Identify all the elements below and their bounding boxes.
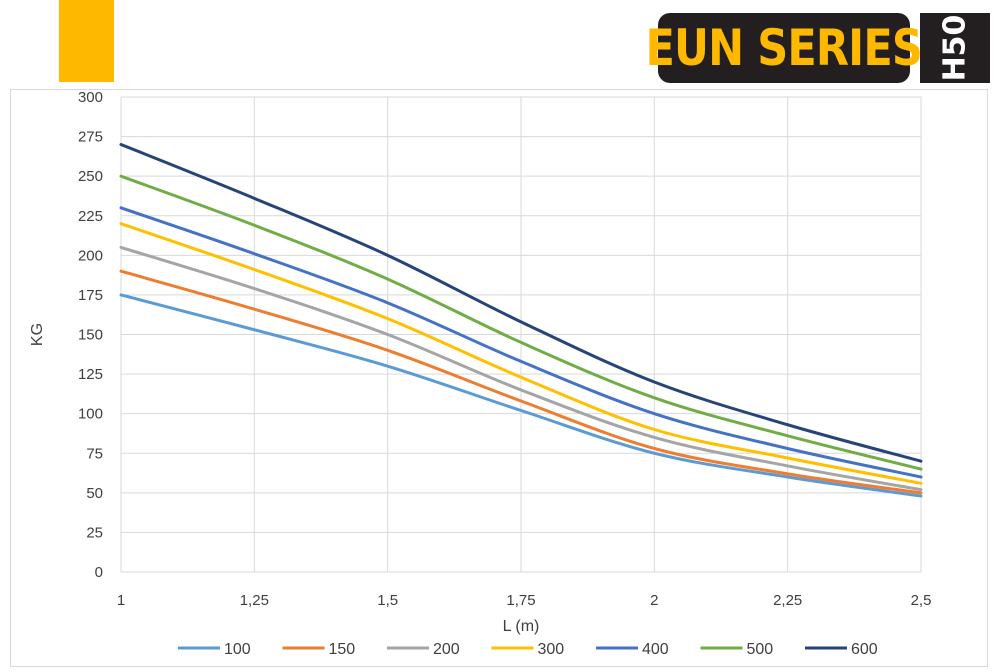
brand-label: EUN SERIES (645, 19, 923, 77)
y-tick-label: 0 (95, 564, 103, 581)
series-line-500 (119, 174, 923, 471)
series-line-400 (119, 206, 923, 479)
series-line-200 (119, 245, 923, 492)
y-tick-label: 175 (78, 287, 103, 304)
y-tick-label: 25 (86, 524, 103, 541)
y-tick-label: 225 (78, 208, 103, 225)
series-line-150 (119, 269, 923, 495)
y-tick-label: 125 (78, 366, 103, 383)
y-tick-label: 250 (78, 168, 103, 185)
y-tick-label: 50 (86, 485, 103, 502)
x-tick-label: 2 (650, 592, 658, 609)
accent-block (59, 0, 114, 82)
y-tick-label: 100 (78, 406, 103, 423)
chart-frame (10, 89, 988, 667)
legend-label: 400 (642, 641, 669, 658)
legend-label: 600 (851, 641, 878, 658)
y-tick-label: 75 (86, 445, 103, 462)
y-tick-label: 300 (78, 89, 103, 106)
y-axis-title: KG (29, 323, 46, 346)
legend-label: 100 (224, 641, 251, 658)
series-line-600 (119, 143, 923, 463)
x-tick-label: 2,25 (773, 592, 802, 609)
y-tick-label: 200 (78, 247, 103, 264)
x-axis-title: L (m) (503, 618, 540, 635)
x-tick-label: 1,75 (506, 592, 535, 609)
x-tick-label: 1 (117, 592, 125, 609)
legend-label: 300 (538, 641, 565, 658)
legend-label: 150 (329, 641, 356, 658)
series-line-100 (119, 293, 923, 498)
y-tick-label: 150 (78, 327, 103, 344)
legend-label: 500 (747, 641, 774, 658)
model-badge: H50 (920, 13, 990, 83)
x-tick-label: 1,25 (240, 592, 269, 609)
legend-label: 200 (433, 641, 460, 658)
series-line-300 (119, 222, 923, 485)
y-tick-label: 275 (78, 129, 103, 146)
x-tick-label: 2,5 (911, 592, 932, 609)
x-tick-label: 1,5 (377, 592, 398, 609)
brand-badge: EUN SERIES (646, 13, 923, 83)
